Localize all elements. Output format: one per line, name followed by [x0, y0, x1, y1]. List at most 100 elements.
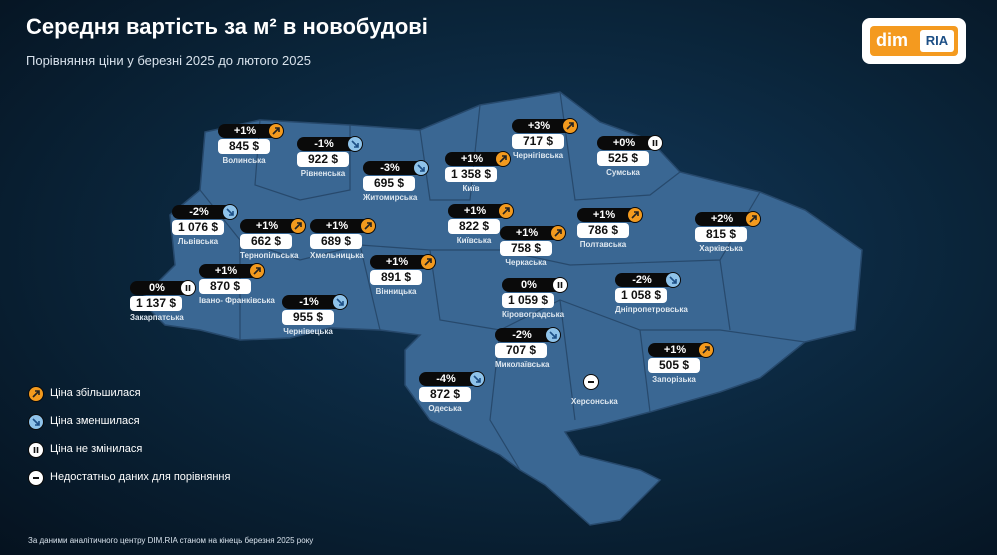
region-name: Харківська [699, 244, 743, 253]
price-pill: 845 $ [218, 139, 270, 154]
trend-icon [268, 123, 284, 139]
logo-text: RIA [920, 30, 954, 52]
change-text: +1% [255, 220, 279, 232]
change-pill: +1% [577, 207, 643, 223]
logo-text: dim [876, 30, 909, 50]
change-text: +1% [663, 344, 687, 356]
change-pill: -1% [282, 294, 348, 310]
change-text: +1% [592, 209, 616, 221]
change-text: +1% [385, 256, 409, 268]
region-label: +1% 845 $ Волинська [218, 123, 284, 165]
region-label: +1% 505 $ Запорізька [648, 342, 714, 384]
region-name: Івано- Франківська [199, 296, 275, 305]
price-pill: 707 $ [495, 343, 547, 358]
region-label: -2% 1 058 $ Дніпропетровська [615, 272, 688, 314]
region-name: Кіровоградська [502, 310, 565, 319]
price-pill: 758 $ [500, 241, 552, 256]
region-name: Волинська [222, 156, 266, 165]
region-label: +1% 689 $ Хмельницька [310, 218, 376, 260]
trend-icon [290, 218, 306, 234]
price-pill: 1 076 $ [172, 220, 224, 235]
change-text: 0% [149, 282, 165, 294]
trend-icon [332, 294, 348, 310]
change-pill: -2% [615, 272, 681, 288]
trend-icon [647, 135, 663, 151]
region-name: Дніпропетровська [615, 305, 688, 314]
region-name: Житомирська [363, 193, 418, 202]
region-name: Рівненська [300, 169, 346, 178]
trend-icon [698, 342, 714, 358]
trend-icon [469, 371, 485, 387]
region-label: -1% 955 $ Чернівецька [282, 294, 348, 336]
change-pill: 0% [130, 280, 196, 296]
change-pill: +1% [448, 203, 514, 219]
trend-icon [347, 136, 363, 152]
legend-item: Ціна зменшилася [28, 414, 140, 430]
price-pill: 815 $ [695, 227, 747, 242]
region-label: +1% 870 $ Івано- Франківська [199, 263, 275, 305]
region-label: -1% 922 $ Рівненська [297, 136, 363, 178]
region-name: Тернопільська [240, 251, 299, 260]
region-name: Полтавська [579, 240, 627, 249]
region-name: Закарпатська [130, 313, 184, 322]
price-pill: 505 $ [648, 358, 700, 373]
footer: За даними аналітичного центру DIM.RIA ст… [28, 536, 314, 545]
trend-icon [180, 280, 196, 296]
price-pill: 891 $ [370, 270, 422, 285]
change-pill: -2% [495, 327, 561, 343]
region-label: +1% 1 358 $ Київ [445, 151, 511, 193]
region-label: +3% 717 $ Чернігівська [512, 118, 578, 160]
legend-item: Ціна не змінилася [28, 442, 142, 458]
change-pill: -4% [419, 371, 485, 387]
price-pill: 525 $ [597, 151, 649, 166]
price-pill: 1 059 $ [502, 293, 554, 308]
change-text: +1% [325, 220, 349, 232]
trend-icon [583, 374, 599, 390]
region-label: -4% 872 $ Одеська [419, 371, 485, 413]
region-name: Хмельницька [310, 251, 364, 260]
legend-label: Ціна збільшилася [50, 387, 141, 399]
change-text: 0% [521, 279, 537, 291]
trend-icon [413, 160, 429, 176]
region-label: -2% 1 076 $ Львівська [172, 204, 238, 246]
change-pill: +1% [445, 151, 511, 167]
change-pill: +1% [648, 342, 714, 358]
change-pill: 0% [502, 277, 568, 293]
price-pill: 786 $ [577, 223, 629, 238]
title: Середня вартість за м² в новобудові [26, 14, 428, 39]
trend-icon [562, 118, 578, 134]
trend-icon [28, 470, 44, 486]
trend-icon [665, 272, 681, 288]
region-label: +0% 525 $ Сумська [597, 135, 663, 177]
region-name: Миколаївська [495, 360, 550, 369]
region-label: +1% 662 $ Тернопільська [240, 218, 306, 260]
change-text: +0% [612, 137, 636, 149]
change-pill: +3% [512, 118, 578, 134]
region-name: Чернігівська [512, 151, 564, 160]
legend-label: Ціна зменшилася [50, 415, 140, 427]
change-pill: +1% [310, 218, 376, 234]
change-text: +1% [214, 265, 238, 277]
price-pill: 717 $ [512, 134, 564, 149]
change-text: -2% [632, 274, 652, 286]
change-pill: +1% [500, 225, 566, 241]
region-label: +1% 786 $ Полтавська [577, 207, 643, 249]
change-pill: +0% [597, 135, 663, 151]
trend-icon [28, 386, 44, 402]
region-name: Черкаська [505, 258, 547, 267]
change-pill: -1% [297, 136, 363, 152]
change-pill: -3% [363, 160, 429, 176]
trend-icon [28, 414, 44, 430]
trend-icon [627, 207, 643, 223]
change-text: +1% [233, 125, 257, 137]
region-name: Одеська [428, 404, 462, 413]
change-pill: +2% [695, 211, 761, 227]
price-pill: 822 $ [448, 219, 500, 234]
price-pill: 1 058 $ [615, 288, 667, 303]
legend-label: Ціна не змінилася [50, 443, 143, 455]
change-pill: +1% [218, 123, 284, 139]
change-text: -1% [314, 138, 334, 150]
region-name: Сумська [606, 168, 640, 177]
legend-item: Ціна збільшилася [28, 386, 141, 402]
